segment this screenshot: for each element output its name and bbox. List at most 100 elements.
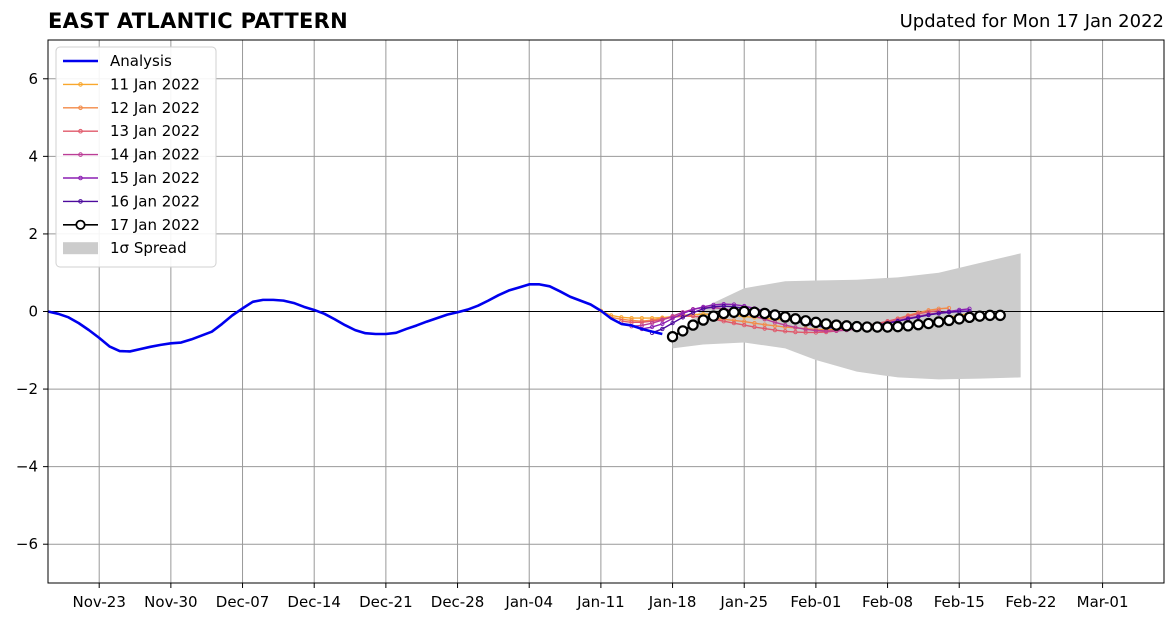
series-lines (47, 283, 1006, 353)
latest-forecast-point (892, 320, 904, 333)
forecast-point (936, 311, 941, 316)
y-tick-label: −6 (16, 535, 38, 553)
forecast-point (752, 320, 757, 326)
legend-swatch-marker (78, 128, 83, 134)
latest-forecast-point (769, 309, 781, 321)
forecast-point (793, 325, 798, 330)
chart-title: EAST ATLANTIC PATTERN (48, 9, 348, 33)
legend-swatch-marker (78, 152, 83, 157)
forecast-point (783, 329, 788, 334)
forecast-point (936, 306, 941, 311)
latest-forecast-point (840, 320, 853, 332)
latest-forecast-point (789, 313, 802, 325)
latest-forecast-point (912, 318, 924, 331)
legend-swatch-marker (78, 105, 83, 111)
latest-forecast-point (707, 310, 720, 322)
latest-forecast-point (779, 311, 791, 323)
legend-swatch-patch (63, 242, 98, 255)
forecast-point (967, 306, 972, 311)
latest-forecast-point (728, 306, 740, 318)
latest-forecast-point (666, 331, 679, 343)
y-tick-label: 0 (28, 303, 38, 321)
spread-band (672, 253, 1021, 380)
latest-forecast-point (902, 320, 914, 332)
legend-label: 14 Jan 2022 (110, 146, 200, 164)
forecast-point (649, 320, 655, 326)
x-tick-label: Jan-11 (576, 593, 625, 611)
latest-forecast-point (994, 309, 1006, 322)
latest-forecast-point (871, 321, 884, 333)
latest-forecast-point (963, 311, 976, 324)
latest-forecast-point (943, 314, 955, 327)
forecast-point (670, 320, 675, 326)
forecast-point (772, 327, 778, 333)
forecast-point (701, 306, 706, 311)
legend-label: 12 Jan 2022 (110, 99, 200, 117)
x-tick-label: Dec-21 (359, 593, 413, 611)
forecast-point (813, 328, 819, 333)
x-tick-label: Feb-08 (862, 593, 913, 611)
x-tick-label: Feb-22 (1005, 593, 1056, 611)
x-tick-label: Dec-07 (216, 593, 270, 611)
forecast-point (762, 326, 767, 331)
analysis-line (47, 283, 663, 353)
x-tick-label: Feb-15 (934, 593, 985, 611)
chart-subtitle: Updated for Mon 17 Jan 2022 (899, 11, 1164, 32)
forecast-point (660, 317, 665, 323)
x-tick-label: Jan-18 (648, 593, 697, 611)
forecast-point (926, 312, 931, 318)
y-tick-label: −2 (16, 380, 38, 398)
legend-label: 13 Jan 2022 (110, 122, 200, 140)
latest-forecast-point (697, 314, 709, 326)
legend-label: 15 Jan 2022 (110, 169, 200, 187)
forecast-point (660, 326, 665, 332)
latest-forecast-point (974, 310, 986, 322)
latest-forecast-point (810, 316, 822, 329)
latest-forecast-point (758, 307, 771, 320)
forecast-point (670, 316, 675, 321)
x-tick-label: Jan-25 (719, 593, 768, 611)
forecast-point (619, 317, 624, 322)
forecast-point (752, 324, 757, 330)
forecast-point (742, 322, 747, 328)
y-tick-label: 6 (28, 70, 38, 88)
legend-label: 17 Jan 2022 (110, 216, 200, 234)
spread-area (672, 253, 1021, 380)
latest-forecast-point (861, 321, 873, 333)
x-tick-label: Mar-01 (1077, 593, 1129, 611)
forecast-point (783, 322, 788, 328)
latest-forecast-point (820, 318, 832, 330)
latest-forecast-point (748, 306, 761, 318)
forecast-point (649, 324, 655, 330)
latest-forecast-point (984, 309, 996, 322)
x-tick-label: Feb-01 (790, 593, 841, 611)
legend-label: 16 Jan 2022 (110, 192, 200, 210)
legend-swatch-marker (78, 82, 83, 87)
forecast-point (660, 321, 665, 327)
forecast-point (793, 329, 798, 335)
latest-forecast-point (953, 313, 965, 325)
x-tick-label: Nov-23 (73, 593, 126, 611)
y-tick-label: −4 (16, 458, 38, 476)
latest-forecast-point (738, 305, 750, 318)
legend-swatch-marker (78, 175, 83, 181)
y-tick-label: 2 (28, 225, 38, 243)
latest-forecast-point (687, 319, 699, 331)
forecast-point (731, 318, 737, 323)
forecast-point (946, 310, 952, 315)
forecast-point (690, 310, 696, 315)
forecast-point (680, 311, 685, 316)
x-tick-label: Dec-14 (287, 593, 341, 611)
axes: Nov-23 Nov-30 Dec-07 Dec-14 Dec-21 Dec-28 Jan-… (16, 39, 1165, 611)
legend-box (55, 46, 217, 268)
latest-forecast-point (677, 325, 689, 337)
latest-forecast-point (830, 319, 843, 331)
legend-label: 11 Jan 2022 (110, 75, 200, 93)
forecast-point (916, 314, 921, 320)
forecast-point (721, 319, 726, 324)
latest-forecast-point (922, 317, 935, 330)
forecast-point (711, 304, 716, 309)
latest-forecast-point (799, 315, 812, 327)
forecast-point (762, 322, 767, 327)
forecast-point (803, 327, 808, 332)
